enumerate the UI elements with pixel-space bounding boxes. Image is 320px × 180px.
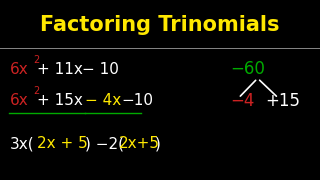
Text: + 15x: + 15x: [37, 93, 83, 108]
Text: ): ): [155, 136, 160, 152]
Text: −60: −60: [230, 60, 265, 78]
Text: 2: 2: [33, 55, 39, 65]
Text: 2x+5: 2x+5: [118, 136, 159, 152]
Text: 2x + 5: 2x + 5: [37, 136, 88, 152]
Text: + 11x: + 11x: [37, 62, 83, 77]
Text: − 4x: − 4x: [85, 93, 121, 108]
Text: −4: −4: [230, 92, 255, 110]
Text: − 10: − 10: [82, 62, 118, 77]
Text: 3x(: 3x(: [10, 136, 34, 152]
Text: +15: +15: [266, 92, 300, 110]
Text: 6x: 6x: [10, 62, 28, 77]
Text: 2: 2: [33, 86, 39, 96]
Text: 6x: 6x: [10, 93, 28, 108]
Text: ) −2(: ) −2(: [85, 136, 124, 152]
Text: Factoring Trinomials: Factoring Trinomials: [40, 15, 280, 35]
Text: −10: −10: [122, 93, 154, 108]
